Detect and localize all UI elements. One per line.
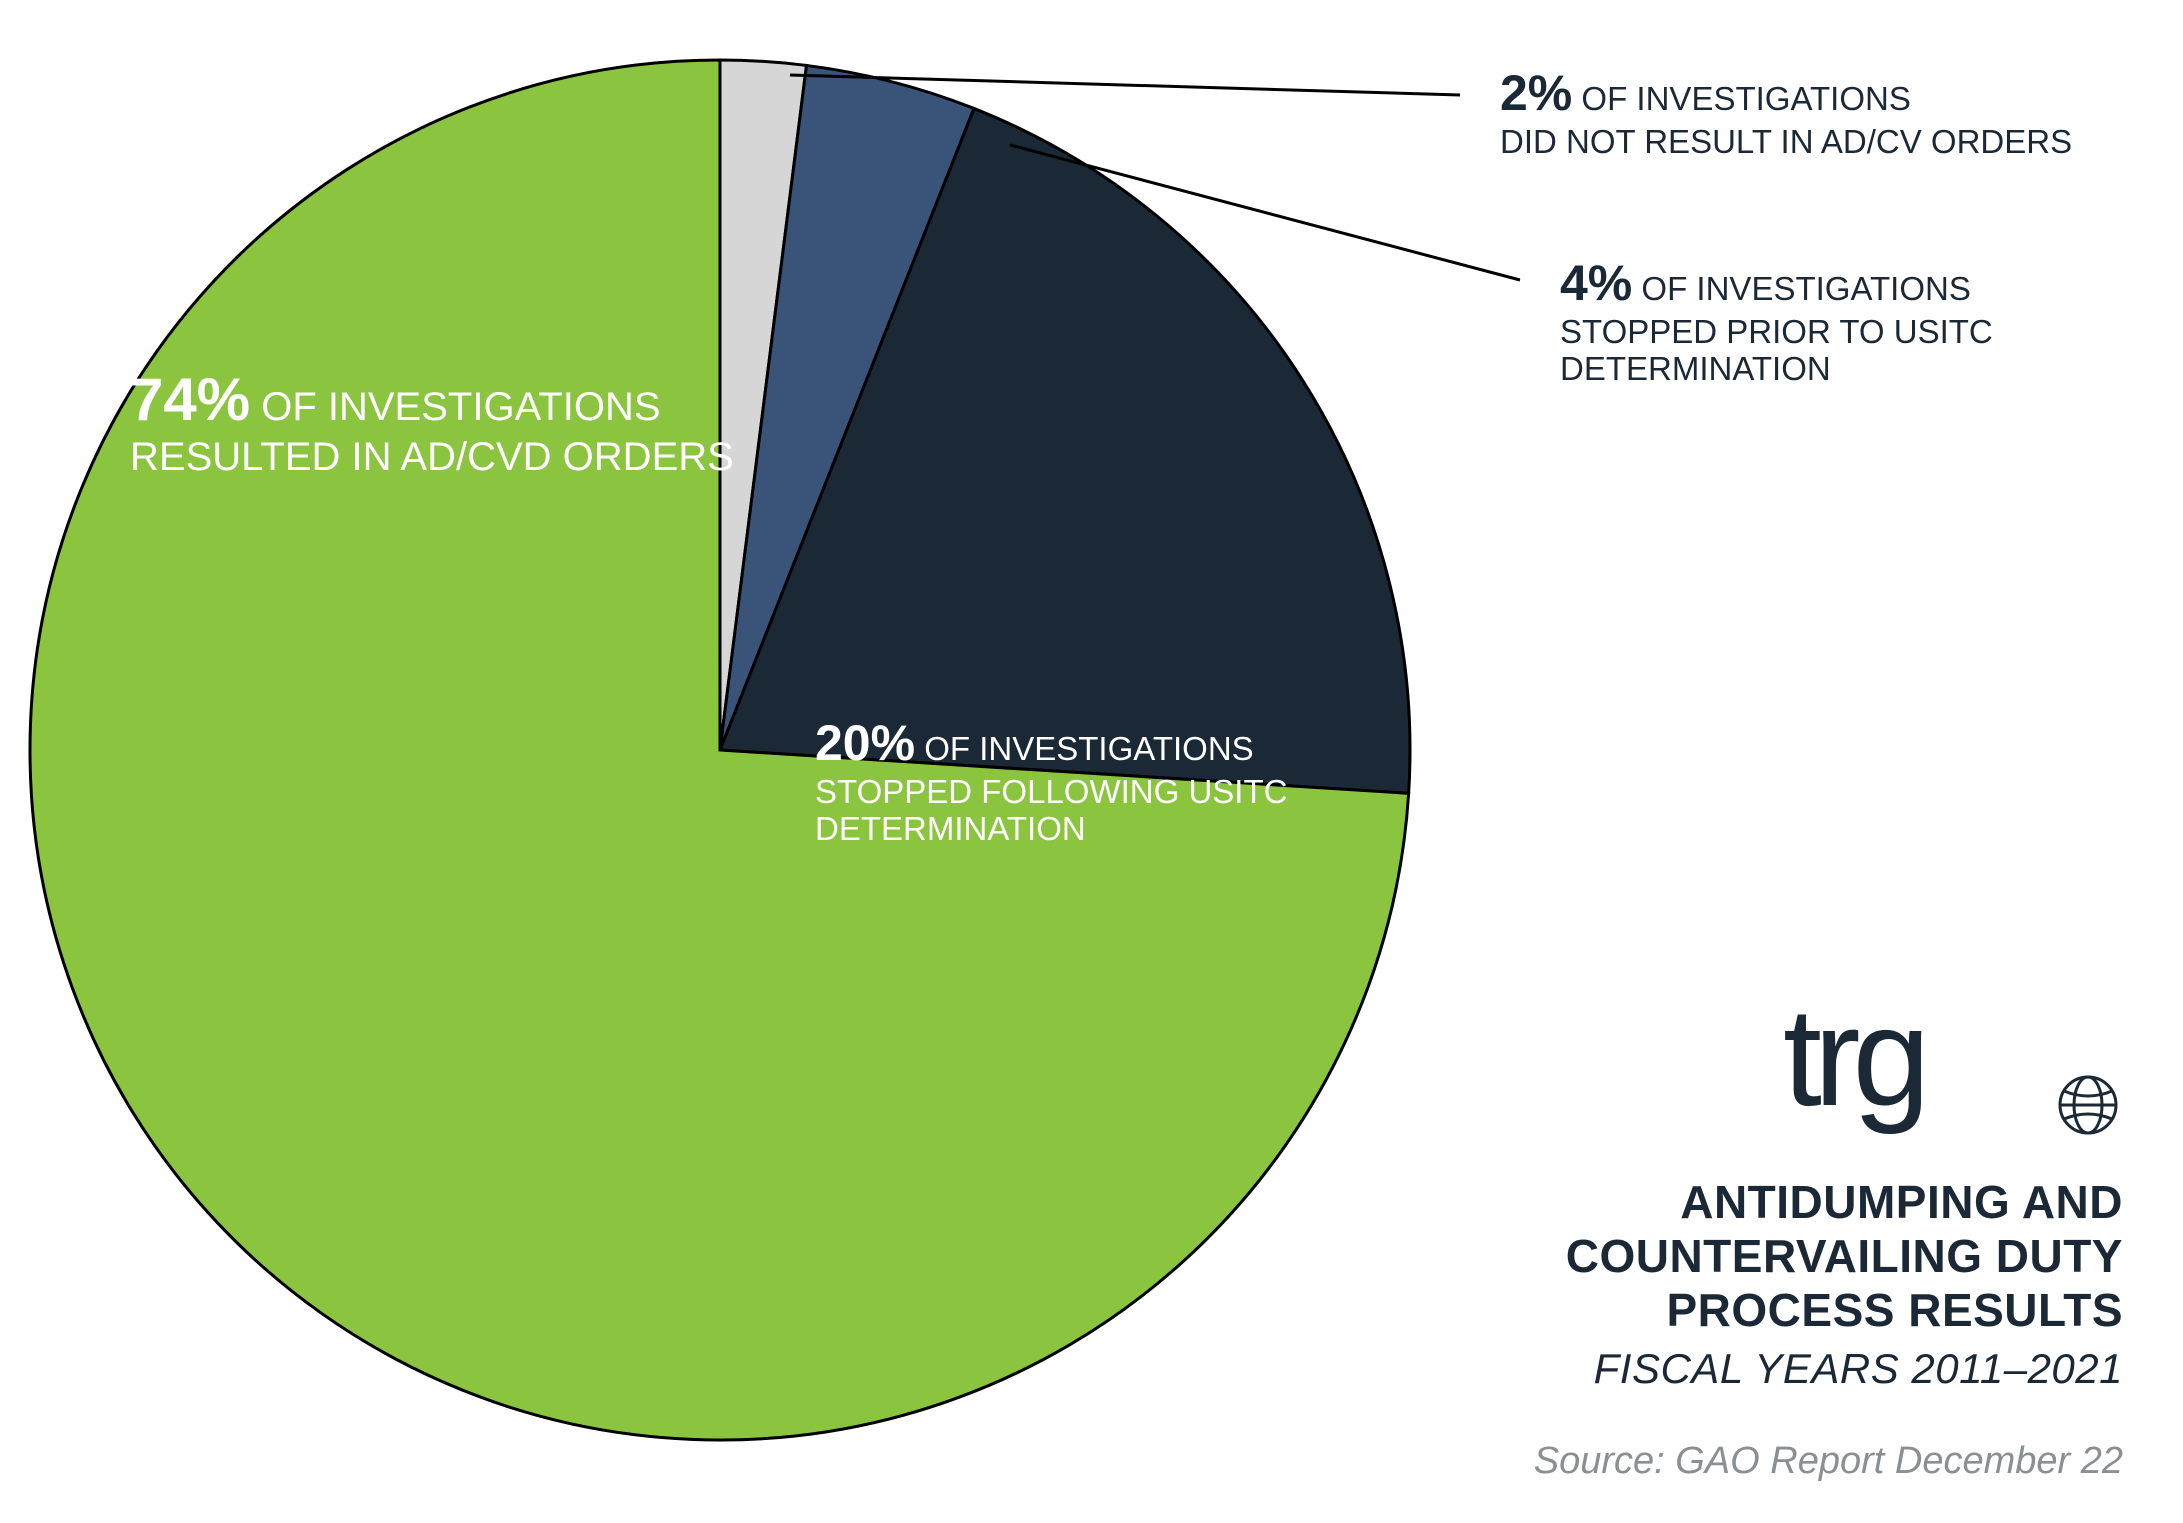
pct-20: 20% — [815, 715, 915, 771]
title-line2: COUNTERVAILING DUTY — [1566, 1229, 2123, 1283]
co-4-pct: 4% — [1560, 255, 1632, 311]
co-4-line3: DETERMINATION — [1560, 350, 1993, 388]
chart-subtitle: FISCAL YEARS 2011–2021 — [1594, 1345, 2123, 1393]
callout-2: 2% OF INVESTIGATIONS DID NOT RESULT IN A… — [1500, 65, 2072, 160]
chart-title: ANTIDUMPING AND COUNTERVAILING DUTY PROC… — [1566, 1175, 2123, 1337]
slice-label-74: 74% OF INVESTIGATIONS RESULTED IN AD/CVD… — [130, 365, 734, 480]
co-4-line2: STOPPED PRIOR TO USITC — [1560, 313, 1993, 351]
rest-74: OF INVESTIGATIONS — [250, 385, 660, 429]
globe-icon — [2060, 1077, 2116, 1133]
co-2-pct: 2% — [1500, 65, 1572, 121]
co-4-rest: OF INVESTIGATIONS — [1632, 270, 1971, 307]
chart-stage: 74% OF INVESTIGATIONS RESULTED IN AD/CVD… — [0, 0, 2183, 1523]
chart-source: Source: GAO Report December 22 — [1534, 1440, 2123, 1483]
slice-label-20: 20% OF INVESTIGATIONS STOPPED FOLLOWING … — [815, 715, 1287, 848]
title-line3: PROCESS RESULTS — [1566, 1283, 2123, 1337]
co-2-rest: OF INVESTIGATIONS — [1572, 80, 1911, 117]
title-line1: ANTIDUMPING AND — [1566, 1175, 2123, 1229]
pct-74: 74% — [130, 366, 250, 433]
callout-4: 4% OF INVESTIGATIONS STOPPED PRIOR TO US… — [1560, 255, 1993, 388]
logo-text: trg — [1783, 980, 1922, 1135]
line2-74: RESULTED IN AD/CVD ORDERS — [130, 434, 734, 480]
line2-20: STOPPED FOLLOWING USITC — [815, 773, 1287, 811]
rest-20: OF INVESTIGATIONS — [915, 730, 1254, 767]
logo-svg: trg — [1783, 980, 2123, 1140]
brand-logo: trg — [1783, 980, 2123, 1145]
line3-20: DETERMINATION — [815, 810, 1287, 848]
co-2-line2: DID NOT RESULT IN AD/CV ORDERS — [1500, 123, 2072, 161]
